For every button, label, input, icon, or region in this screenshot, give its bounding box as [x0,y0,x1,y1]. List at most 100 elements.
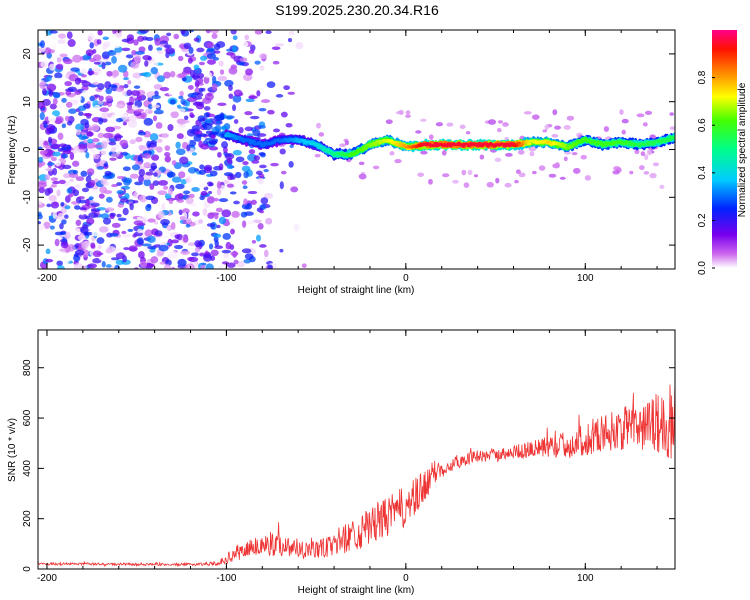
noise-blob [236,72,245,77]
noise-blob [257,177,264,185]
noise-blob [139,145,147,152]
noise-blob [115,31,123,38]
noise-blob [157,190,168,196]
noise-blob [564,151,572,155]
noise-blob [55,115,64,124]
noise-blob [126,102,134,106]
noise-blob [239,57,248,63]
noise-blob [94,178,99,183]
noise-blob [636,113,645,118]
noise-blob [142,153,151,159]
noise-blob [258,125,266,129]
noise-blob [358,173,367,180]
noise-blob [147,31,153,36]
noise-blob [86,168,95,176]
noise-blob [52,180,60,185]
noise-blob [108,141,117,146]
noise-blob [228,67,238,75]
noise-blob [204,92,214,101]
noise-blob [295,41,304,50]
noise-blob [232,180,243,187]
noise-blob [123,83,129,89]
noise-blob [38,101,45,110]
noise-blob [242,161,249,166]
noise-blob [246,220,256,225]
noise-blob [218,216,227,225]
noise-blob [180,30,186,35]
noise-blob [143,117,154,126]
noise-blob [188,46,194,54]
noise-blob [203,164,213,171]
noise-blob [203,112,210,118]
noise-blob [88,179,96,187]
noise-blob [104,61,112,66]
noise-blob [177,73,187,78]
noise-blob [428,134,434,140]
noise-blob [301,263,307,268]
noise-blob [265,30,272,35]
noise-blob [168,88,173,96]
noise-blob [110,146,117,153]
noise-blob [634,149,640,155]
noise-blob [213,197,219,202]
noise-blob [109,157,117,161]
signal-cell [261,144,266,148]
noise-blob [157,75,165,83]
spec-x-tick-label: 0 [403,273,409,284]
noise-blob [236,260,246,268]
noise-blob [646,149,653,156]
noise-blob [270,180,276,188]
noise-blob [461,169,467,176]
noise-blob [166,171,176,178]
noise-blob [150,67,159,75]
noise-blob [566,115,575,121]
noise-blob [621,129,626,135]
noise-blob [214,245,224,249]
noise-blob [46,124,56,132]
snr-y-label: SNR (10 * v/v) [7,418,18,482]
noise-blob [420,150,428,155]
noise-blob [216,258,221,264]
noise-blob [99,107,110,113]
noise-blob [205,263,214,269]
noise-blob [187,57,193,64]
noise-blob [389,151,395,156]
noise-blob [48,89,54,97]
noise-blob [170,221,176,230]
noise-blob [216,224,221,229]
noise-blob [96,39,102,45]
noise-blob [66,31,73,40]
noise-blob [242,185,248,190]
noise-blob [64,115,70,122]
noise-blob [62,257,71,264]
noise-blob [119,139,128,147]
noise-blob [72,160,80,167]
noise-blob [203,75,210,84]
noise-blob [198,169,207,175]
noise-blob [233,89,243,97]
noise-blob [38,47,43,53]
noise-blob [531,170,537,175]
noise-blob [133,85,141,89]
noise-blob [156,146,163,153]
noise-blob [517,149,525,155]
noise-blob [110,153,120,158]
noise-blob [659,184,665,190]
noise-blob [158,244,169,252]
noise-blob [211,33,218,40]
noise-blob [180,250,190,255]
noise-blob [238,126,244,134]
noise-blob [160,219,170,226]
noise-blob [137,35,145,42]
noise-blob [52,151,61,157]
noise-blob [175,148,186,156]
noise-blob [121,151,128,156]
noise-blob [293,223,300,232]
noise-blob [79,207,87,211]
noise-blob [161,203,166,211]
noise-blob [116,175,125,180]
noise-blob [258,108,267,112]
noise-blob [531,114,540,120]
noise-blob [552,109,558,116]
noise-blob [188,242,196,247]
